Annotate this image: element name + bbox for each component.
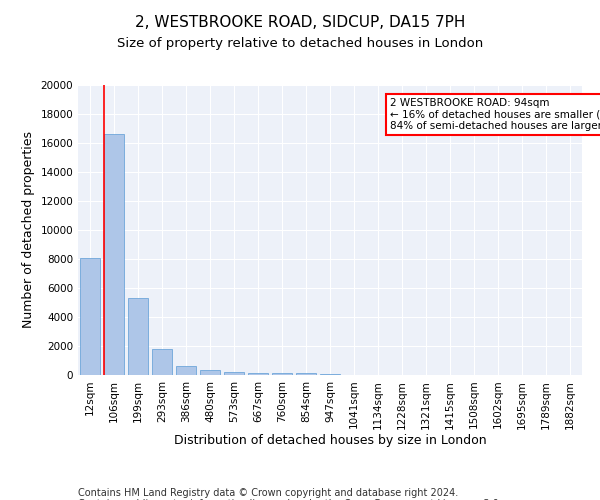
Bar — [200, 370, 220, 375]
Bar — [128, 298, 148, 375]
Text: Contains HM Land Registry data © Crown copyright and database right 2024.: Contains HM Land Registry data © Crown c… — [78, 488, 458, 498]
Bar — [224, 372, 244, 375]
Bar — [176, 366, 196, 375]
Text: Size of property relative to detached houses in London: Size of property relative to detached ho… — [117, 38, 483, 51]
Text: 2 WESTBROOKE ROAD: 94sqm
← 16% of detached houses are smaller (5,178)
84% of sem: 2 WESTBROOKE ROAD: 94sqm ← 16% of detach… — [391, 98, 600, 131]
Bar — [320, 374, 340, 375]
Bar — [296, 374, 316, 375]
Text: 2, WESTBROOKE ROAD, SIDCUP, DA15 7PH: 2, WESTBROOKE ROAD, SIDCUP, DA15 7PH — [135, 15, 465, 30]
Bar — [80, 258, 100, 375]
Bar — [272, 373, 292, 375]
Y-axis label: Number of detached properties: Number of detached properties — [22, 132, 35, 328]
X-axis label: Distribution of detached houses by size in London: Distribution of detached houses by size … — [173, 434, 487, 447]
Bar — [248, 372, 268, 375]
Bar — [152, 349, 172, 375]
Bar — [104, 134, 124, 375]
Text: Contains public sector information licensed under the Open Government Licence v3: Contains public sector information licen… — [78, 499, 502, 500]
